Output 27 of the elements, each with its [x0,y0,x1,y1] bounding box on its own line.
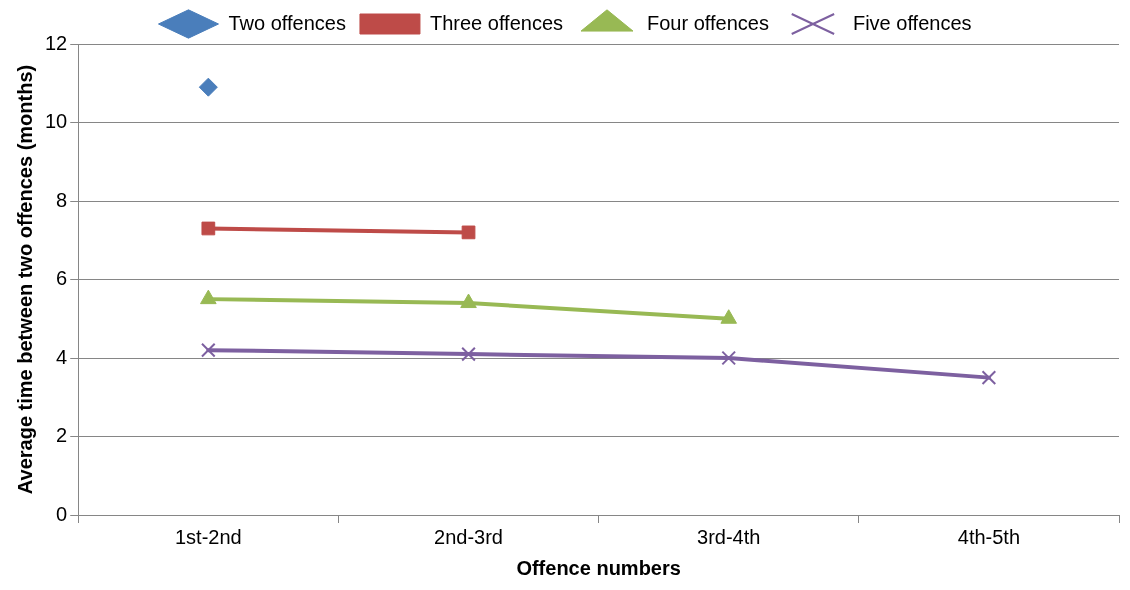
point [460,293,477,309]
y-tick-label: 2 [56,424,68,447]
point [981,370,997,385]
point [201,221,216,236]
x-tick-label: 4th-5th [957,525,1021,548]
x-tick-label: 1st-2nd [174,525,242,548]
legend-label: Five offences [852,11,972,34]
y-tick-label: 0 [56,502,68,525]
x-axis-title: Offence numbers [516,556,681,579]
point [721,350,737,366]
legend-label: Three offences [429,11,564,34]
y-tick-label: 12 [45,31,68,54]
legend-label: Four offences [647,11,769,34]
y-tick-label: 4 [56,345,68,368]
point [200,289,217,305]
y-axis-title: Average time between two offences (months) [13,64,36,495]
point [461,225,476,240]
point [200,342,216,358]
legend-label: Two offences [228,11,346,34]
x-tick-label: 3rd-4th [697,525,761,548]
x-tick-label: 2nd-3rd [434,525,503,548]
y-tick-label: 8 [56,188,68,211]
y-tick-label: 6 [56,267,68,290]
point [461,346,476,362]
point [720,309,738,324]
point [198,77,218,97]
y-tick-label: 10 [45,110,68,133]
